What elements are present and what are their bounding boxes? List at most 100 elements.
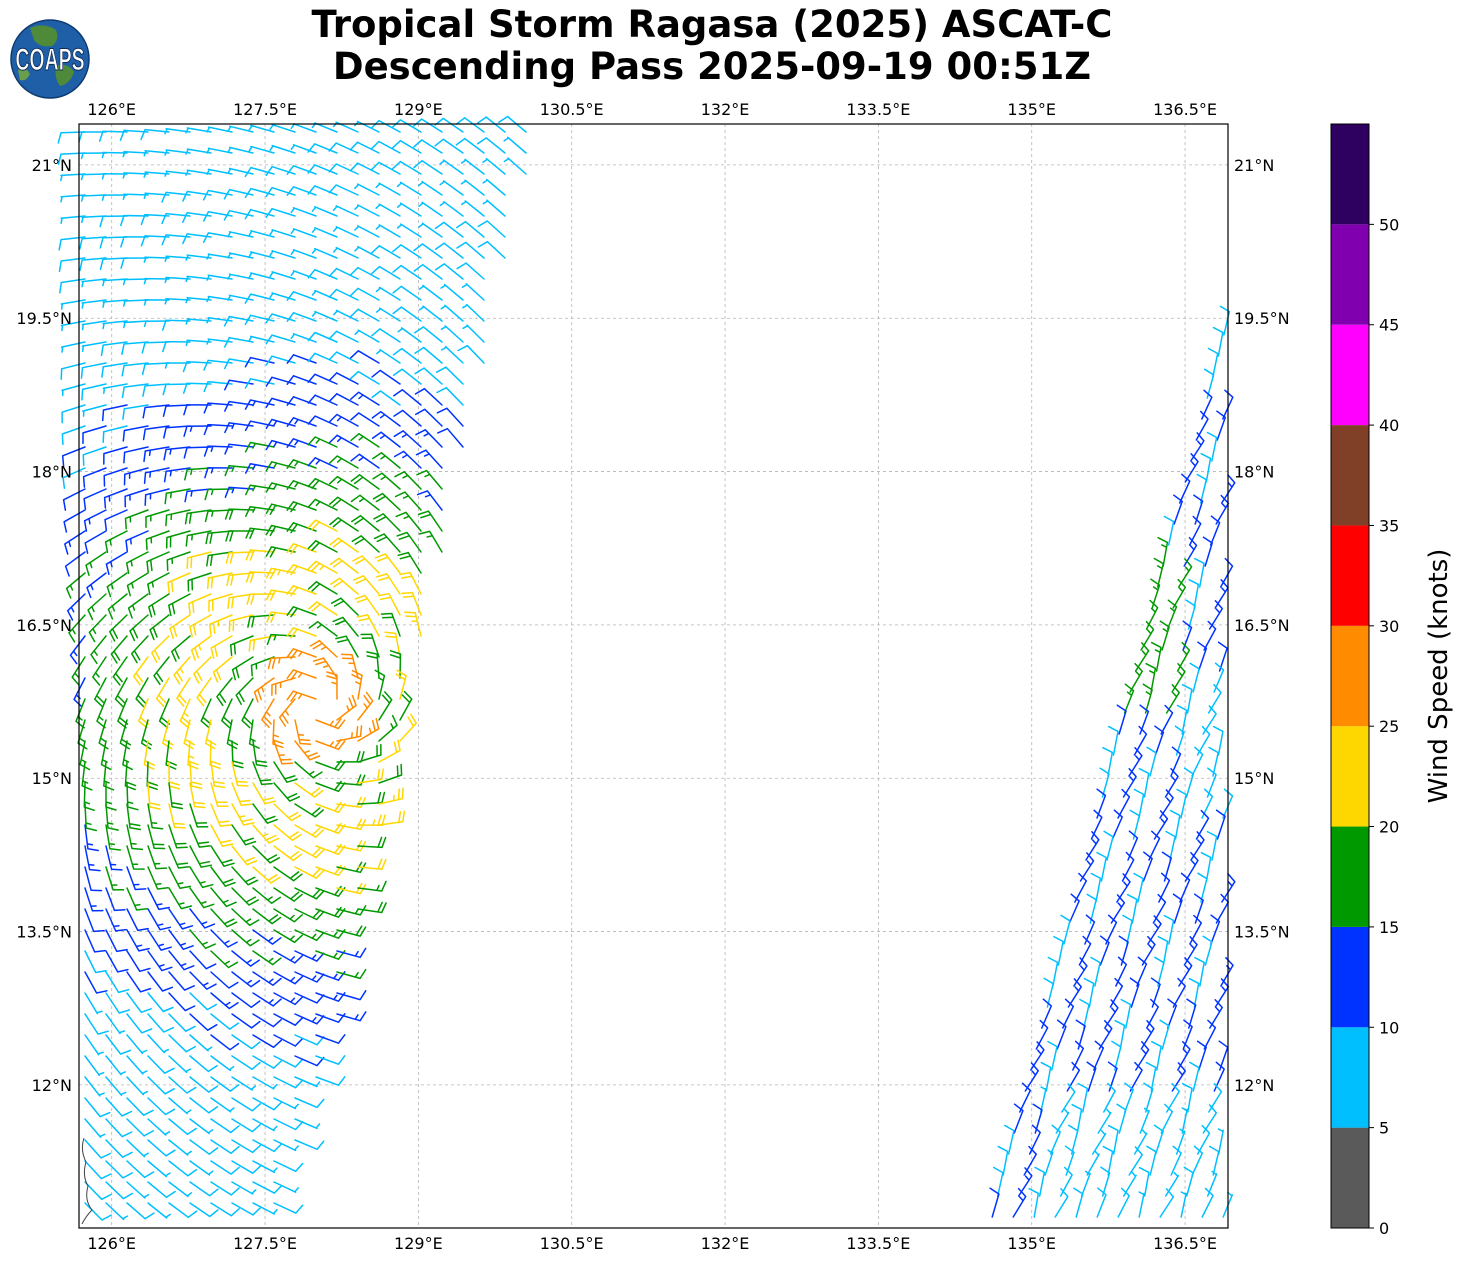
wind-barb [437, 427, 464, 448]
wind-barb [434, 138, 464, 154]
wind-barb [105, 887, 126, 912]
wind-barb [125, 551, 149, 575]
wind-barb [223, 188, 254, 200]
wind-barb [1202, 935, 1213, 966]
wind-barb [460, 158, 485, 175]
wind-barb [330, 597, 359, 616]
wind-barb [212, 656, 233, 683]
wind-barb [103, 446, 128, 465]
wind-barb [165, 740, 177, 770]
wind-barb [273, 1160, 304, 1173]
wind-barb [126, 929, 150, 952]
wind-barb [1099, 935, 1110, 966]
wind-barb [104, 530, 128, 553]
wind-barb [1142, 851, 1153, 882]
wind-barb [210, 866, 236, 887]
wind-barb [352, 555, 380, 574]
wind-barb [126, 992, 152, 1014]
colorbar-bin [1331, 926, 1369, 1028]
wind-barb [60, 320, 86, 332]
wind-barb [265, 439, 296, 451]
wind-barb [143, 171, 170, 178]
wind-barb [1139, 1107, 1150, 1134]
wind-barb [1129, 977, 1140, 1008]
wind-barb [294, 1118, 321, 1130]
wind-barb [146, 551, 170, 573]
wind-barb [311, 227, 338, 238]
wind-barb [357, 791, 386, 805]
wind-barb [286, 459, 317, 469]
wind-barb [252, 845, 280, 864]
wind-barb [273, 1013, 304, 1026]
wind-barb [1213, 662, 1225, 693]
lon-tick-label-bottom: 132°E [701, 1234, 750, 1253]
wind-barb [209, 614, 233, 636]
wind-barb [252, 1055, 283, 1069]
wind-barb [378, 739, 401, 763]
wind-barb [147, 572, 170, 596]
wind-barb [1146, 746, 1157, 777]
wind-barb [112, 656, 128, 686]
wind-barb [210, 908, 238, 928]
wind-barb [269, 144, 296, 154]
wind-barb [168, 971, 195, 991]
wind-barb [286, 354, 317, 364]
wind-barb [440, 325, 464, 343]
wind-barb [286, 564, 317, 576]
wind-barb [290, 333, 317, 343]
wind-barb [252, 761, 273, 786]
wind-barb [460, 179, 485, 196]
wind-barb [336, 796, 366, 809]
coastline-fragment [81, 1137, 93, 1225]
wind-barb [397, 327, 422, 343]
wind-barb [378, 691, 393, 721]
wind-barb [1004, 1124, 1015, 1155]
wind-barb [1176, 788, 1187, 819]
wind-barb [1160, 704, 1174, 735]
wind-barb [244, 441, 275, 453]
wind-barb [245, 571, 275, 583]
wind-barb [84, 1202, 112, 1221]
wind-barb [413, 263, 443, 280]
wind-barb [126, 1097, 154, 1116]
wind-barb [366, 651, 380, 679]
wind-barb [372, 472, 401, 490]
wind-barb [241, 698, 254, 729]
wind-barb [391, 139, 422, 154]
wind-barb [1150, 578, 1161, 609]
wind-barb [102, 299, 128, 308]
wind-barb [1030, 1041, 1045, 1071]
wind-barb [1214, 579, 1229, 609]
wind-barb [294, 740, 321, 761]
wind-barb [80, 194, 107, 202]
wind-barb [1215, 809, 1226, 840]
wind-barb [227, 125, 254, 133]
wind-barb [336, 751, 365, 763]
wind-barb [1173, 494, 1183, 525]
wind-barb [147, 782, 161, 810]
wind-barb [210, 635, 233, 659]
wind-barb [210, 824, 234, 847]
wind-barb [329, 496, 359, 511]
wind-barb [1189, 1061, 1200, 1092]
wind-barb [273, 1118, 304, 1131]
wind-barb [1032, 1103, 1043, 1134]
wind-barb [307, 457, 338, 469]
wind-barb [168, 950, 195, 971]
wind-barb [1043, 977, 1054, 1008]
wind-barb [290, 207, 317, 217]
wind-barb [126, 1139, 149, 1158]
wind-barb [1182, 620, 1193, 651]
colorbar-bin [1331, 826, 1369, 927]
wind-barb [290, 228, 317, 238]
wind-barb [83, 782, 95, 812]
wind-barb [82, 446, 107, 466]
wind-barb [82, 425, 107, 445]
wind-barb [171, 635, 191, 662]
wind-barb [166, 551, 191, 572]
wind-barb [395, 669, 407, 700]
wind-barb [86, 572, 107, 599]
wind-barb [103, 467, 128, 487]
wind-barb [102, 320, 128, 330]
wind-barb [162, 340, 191, 353]
